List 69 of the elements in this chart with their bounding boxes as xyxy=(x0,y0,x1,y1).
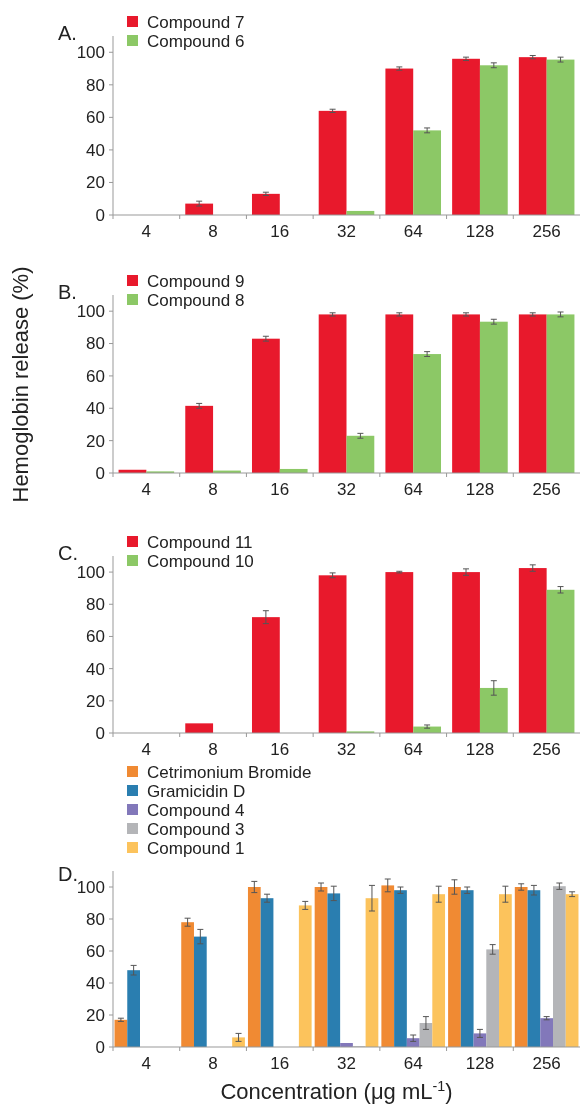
chart-title: D. xyxy=(58,863,78,885)
x-tick-label: 64 xyxy=(403,480,423,499)
legend-label: Compound 9 xyxy=(147,271,245,291)
y-tick-label: 20 xyxy=(86,431,105,451)
x-tick-label: 128 xyxy=(465,1054,495,1073)
legend-label: Compound 3 xyxy=(147,819,245,839)
x-tick-label: 256 xyxy=(532,1054,561,1073)
y-tick-label: 100 xyxy=(76,877,105,897)
y-tick-label: 20 xyxy=(86,691,105,711)
y-tick-label: 40 xyxy=(86,659,105,679)
legend-label: Compound 11 xyxy=(147,532,253,552)
x-tick-label: 16 xyxy=(270,1054,290,1073)
x-tick-label: 32 xyxy=(337,222,356,241)
x-tick-label: 128 xyxy=(465,222,495,241)
x-tick-label: 64 xyxy=(403,222,423,241)
y-tick-label: 40 xyxy=(86,973,105,993)
x-tick-label: 4 xyxy=(141,480,152,499)
y-tick-label: 60 xyxy=(86,108,105,128)
y-tick-label: 80 xyxy=(86,909,105,929)
chart-title: B. xyxy=(58,281,77,303)
y-tick-label: 0 xyxy=(95,723,105,743)
x-tick-label: 16 xyxy=(270,480,290,499)
y-tick-label: 0 xyxy=(95,463,105,483)
legend-label: Compound 7 xyxy=(147,12,245,32)
legend-label: Compound 1 xyxy=(147,838,245,858)
x-tick-label: 256 xyxy=(532,480,561,499)
x-tick-label: 8 xyxy=(208,480,218,499)
legend-label: Compound 10 xyxy=(147,551,254,571)
legend-label: Cetrimonium Bromide xyxy=(147,762,312,782)
x-tick-label: 32 xyxy=(337,1054,356,1073)
x-tick-label: 16 xyxy=(270,222,290,241)
y-tick-label: 20 xyxy=(86,1005,105,1025)
y-tick-label: 60 xyxy=(86,627,105,647)
x-tick-label: 8 xyxy=(208,222,218,241)
x-tick-label: 4 xyxy=(141,222,152,241)
legend-label: Compound 8 xyxy=(147,290,245,310)
x-tick-label: 32 xyxy=(337,740,356,759)
x-tick-label: 64 xyxy=(403,1054,423,1073)
legend-label: Compound 4 xyxy=(147,800,245,820)
chart-title: A. xyxy=(58,22,77,44)
y-tick-label: 0 xyxy=(95,1037,105,1057)
y-tick-label: 80 xyxy=(86,595,105,615)
x-tick-label: 256 xyxy=(532,222,561,241)
x-tick-label: 128 xyxy=(465,740,495,759)
y-tick-label: 60 xyxy=(86,941,105,961)
x-tick-label: 8 xyxy=(208,740,218,759)
y-tick-label: 80 xyxy=(86,334,105,354)
y-axis-title: Hemoglobin release (%) xyxy=(8,266,33,503)
x-tick-label: 4 xyxy=(141,740,152,759)
x-axis-title: Concentration (μg mL$^{-1}$) xyxy=(220,1078,453,1104)
x-tick-label: 32 xyxy=(337,480,356,499)
x-tick-label: 4 xyxy=(141,1054,152,1073)
legend-label: Gramicidin D xyxy=(147,781,246,801)
x-tick-label: 16 xyxy=(270,740,290,759)
chart-title: C. xyxy=(58,542,78,564)
x-tick-label: 8 xyxy=(208,1054,218,1073)
y-tick-label: 20 xyxy=(86,173,105,193)
y-tick-label: 100 xyxy=(76,302,105,322)
y-tick-label: 40 xyxy=(86,399,105,419)
y-tick-label: 60 xyxy=(86,366,105,386)
x-tick-label: 128 xyxy=(465,480,495,499)
y-tick-label: 100 xyxy=(76,563,105,583)
y-tick-label: 0 xyxy=(95,205,105,225)
x-tick-label: 64 xyxy=(403,740,423,759)
x-tick-label: 256 xyxy=(532,740,561,759)
y-tick-label: 80 xyxy=(86,75,105,95)
y-tick-label: 40 xyxy=(86,140,105,160)
y-tick-label: 100 xyxy=(76,43,105,63)
legend-label: Compound 6 xyxy=(147,31,245,51)
